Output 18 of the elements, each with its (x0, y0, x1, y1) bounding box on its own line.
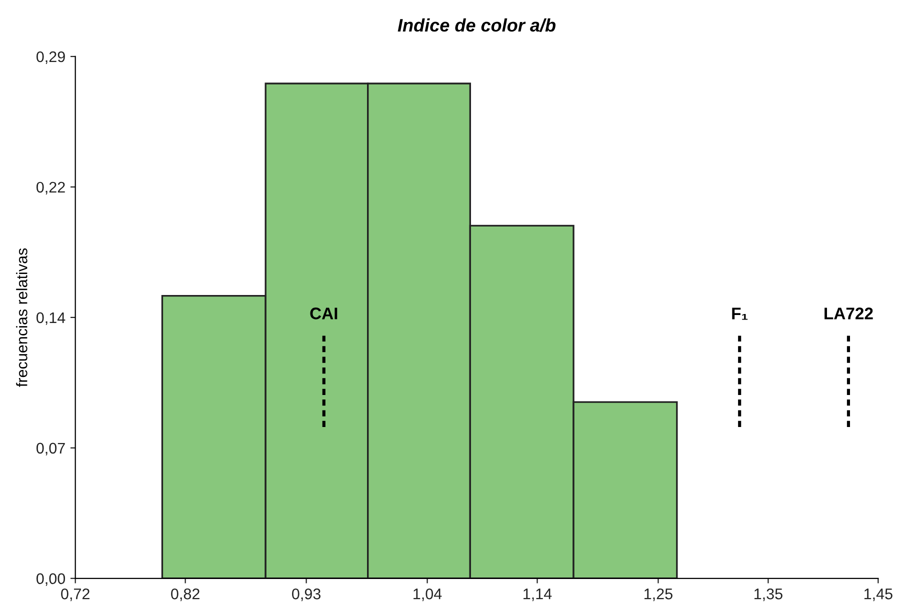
x-tick-label: 1,45 (864, 588, 892, 602)
y-tick-label: 0,00 (36, 573, 66, 586)
x-tick-label: 1,14 (524, 588, 552, 602)
y-tick-label: 0,07 (36, 442, 65, 456)
x-tick-label: 0,93 (292, 588, 320, 602)
x-tick-label: 0,82 (171, 588, 200, 602)
x-tick-label: 1,25 (644, 588, 672, 602)
chart-title: Indice de color a/b (398, 18, 556, 32)
y-tick-label: 0,22 (36, 182, 65, 194)
y-tick-label: 0,14 (36, 312, 66, 325)
y-axis-title: frecuencias relativas (16, 248, 28, 387)
ref-line-label: CAI (310, 308, 338, 320)
ref-line-label: F₁ (732, 308, 748, 320)
ref-line-label: LA722 (824, 308, 873, 320)
y-tick-label: 0,29 (36, 51, 65, 64)
x-tick-label: 1,04 (414, 588, 442, 602)
x-tick-label: 0,72 (61, 588, 90, 602)
x-tick-label: 1,35 (754, 588, 782, 602)
